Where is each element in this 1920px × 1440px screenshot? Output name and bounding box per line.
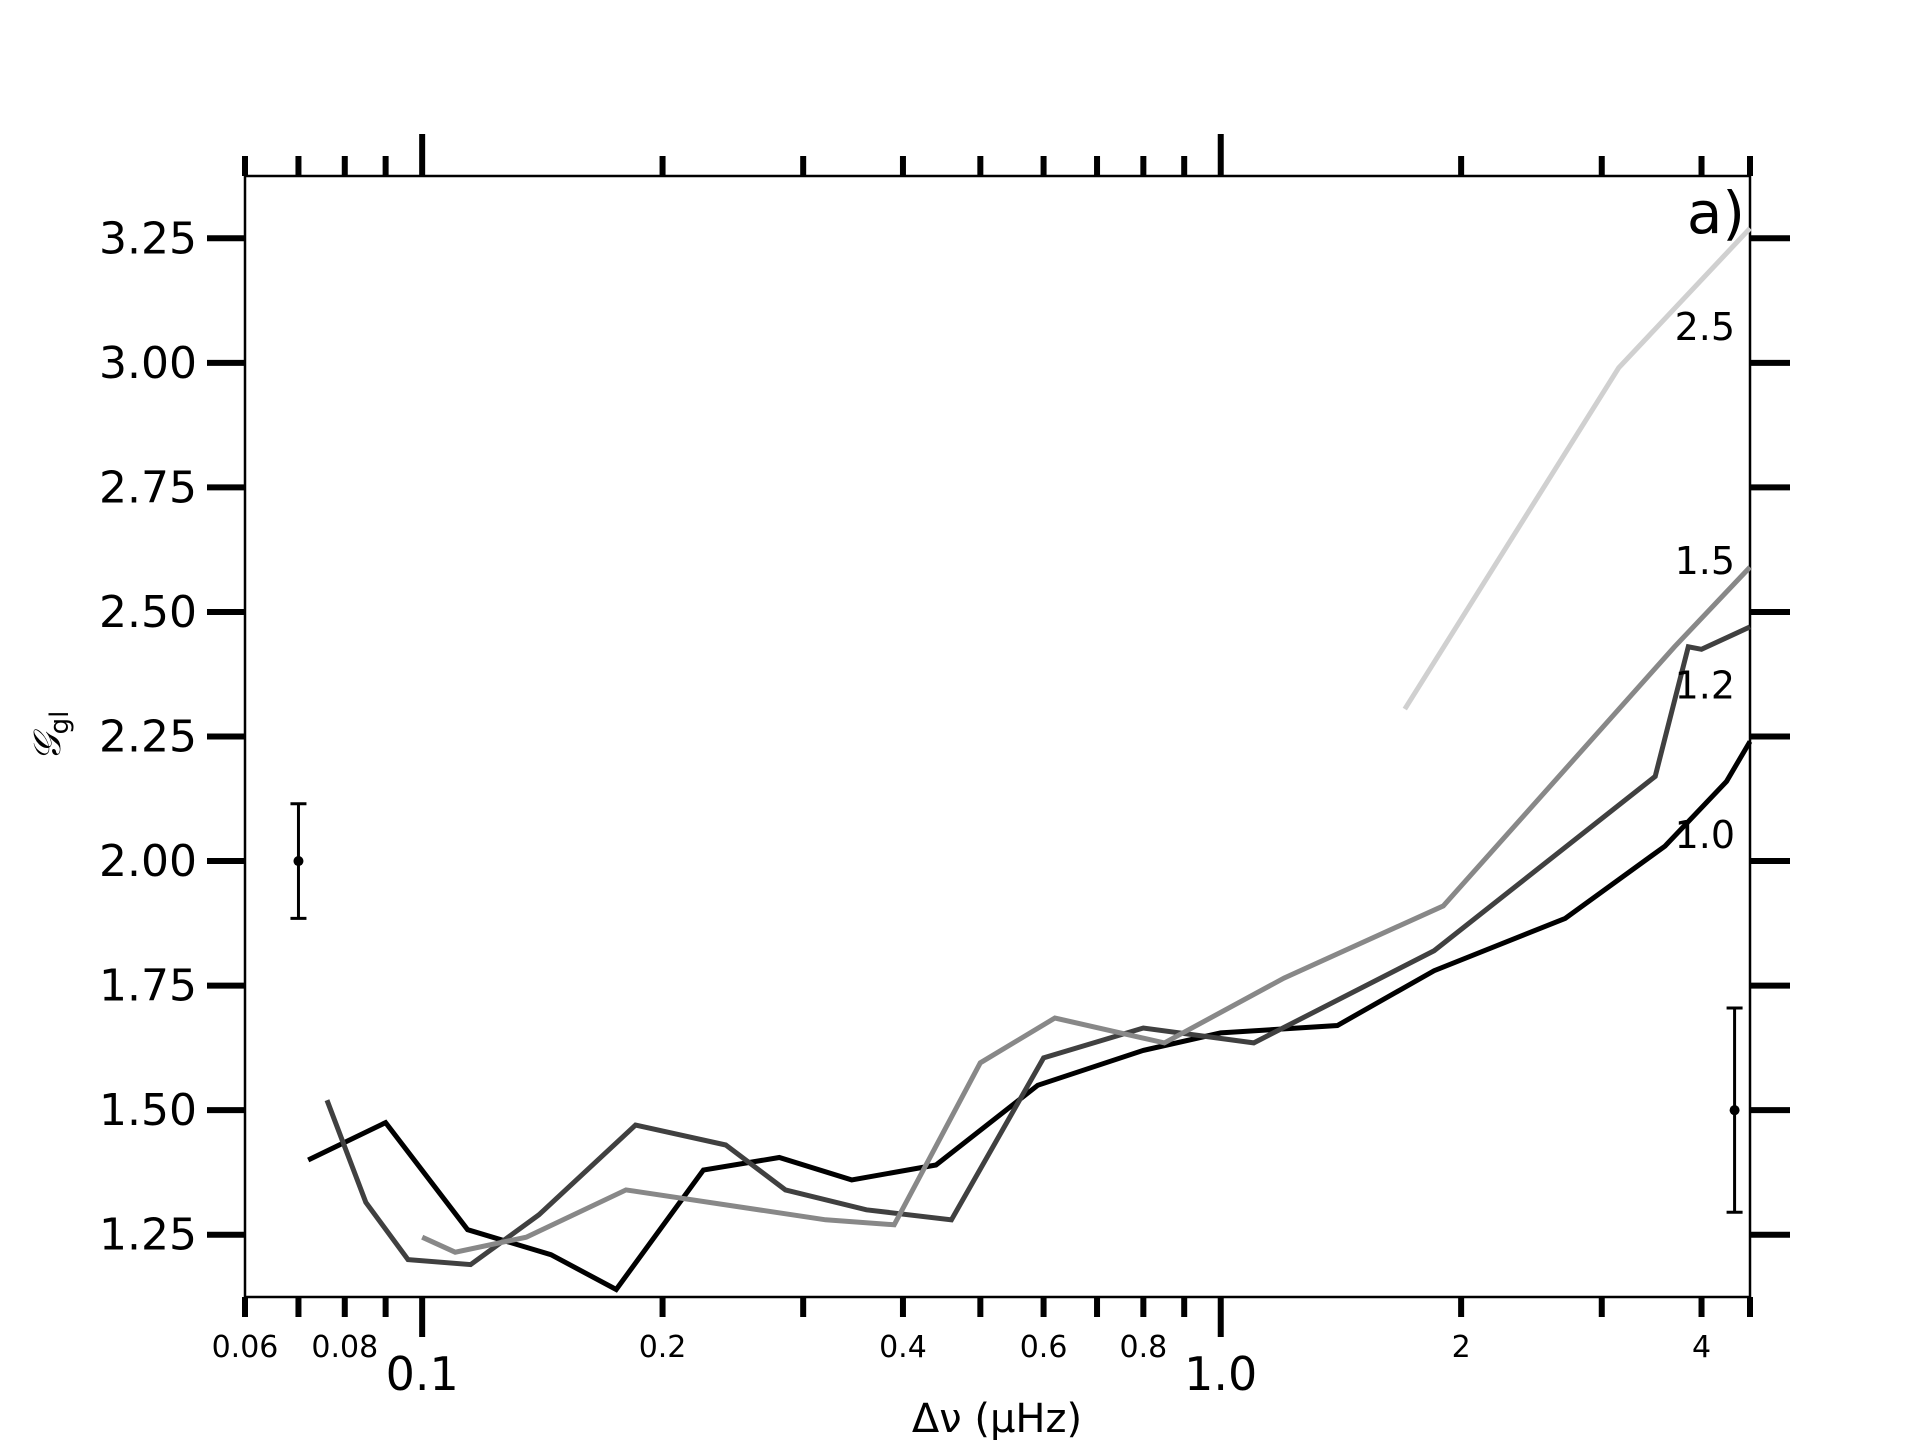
series-line-1-0 bbox=[307, 740, 1753, 1293]
axis-ticks: 1.25 1.50 1.75 2.00 2.25 2.50 2.75 3.00 3.25 0.06… bbox=[99, 134, 1790, 1401]
series-line-1-2 bbox=[324, 624, 1752, 1268]
series-line-2-5 bbox=[1402, 226, 1752, 711]
x-major-tick-label: 1.0 bbox=[1184, 1347, 1257, 1401]
x-axis-title: Δν (μHz) bbox=[912, 1396, 1082, 1440]
plot-frame bbox=[243, 174, 1752, 1299]
y-tick-label: 2.50 bbox=[99, 587, 197, 638]
x-major-tick-label: 0.1 bbox=[386, 1347, 459, 1401]
y-tick-label: 2.00 bbox=[99, 836, 197, 887]
series-label: 1.0 bbox=[1675, 813, 1735, 857]
y-tick-label: 1.75 bbox=[99, 961, 197, 1012]
series-layer bbox=[307, 226, 1753, 1293]
x-minor-tick-label: 0.4 bbox=[879, 1330, 927, 1365]
x-minor-tick-label: 0.2 bbox=[639, 1330, 687, 1365]
y-axis-title: 𝒢gl bbox=[25, 711, 75, 762]
panel-label: a) bbox=[1687, 179, 1745, 247]
errorbar-point bbox=[1729, 1105, 1740, 1116]
x-minor-tick-label: 0.6 bbox=[1020, 1330, 1068, 1365]
y-tick-label: 2.75 bbox=[99, 462, 197, 513]
x-minor-tick-label: 0.08 bbox=[311, 1330, 378, 1365]
svg-text:𝒢gl: 𝒢gl bbox=[25, 711, 75, 762]
x-minor-tick-label: 4 bbox=[1692, 1330, 1711, 1365]
series-label: 1.5 bbox=[1675, 539, 1735, 583]
label-layer: 1.0 1.2 1.5 2.5 bbox=[1675, 305, 1735, 857]
y-tick-label: 1.50 bbox=[99, 1085, 197, 1136]
x-minor-tick-label: 0.06 bbox=[212, 1330, 279, 1365]
series-label: 1.2 bbox=[1675, 664, 1735, 708]
y-axis-title-sub: gl bbox=[45, 711, 75, 735]
errorbar-point bbox=[293, 856, 304, 867]
y-tick-label: 2.25 bbox=[99, 712, 197, 763]
series-label: 2.5 bbox=[1675, 305, 1735, 349]
series-line-1-5 bbox=[421, 565, 1752, 1255]
x-minor-tick-label: 2 bbox=[1452, 1330, 1471, 1365]
y-tick-label: 3.00 bbox=[99, 338, 197, 389]
y-tick-label: 1.25 bbox=[99, 1210, 197, 1261]
x-minor-tick-label: 0.8 bbox=[1119, 1330, 1167, 1365]
y-tick-label: 3.25 bbox=[99, 213, 197, 264]
errorbar-layer bbox=[290, 802, 1743, 1214]
